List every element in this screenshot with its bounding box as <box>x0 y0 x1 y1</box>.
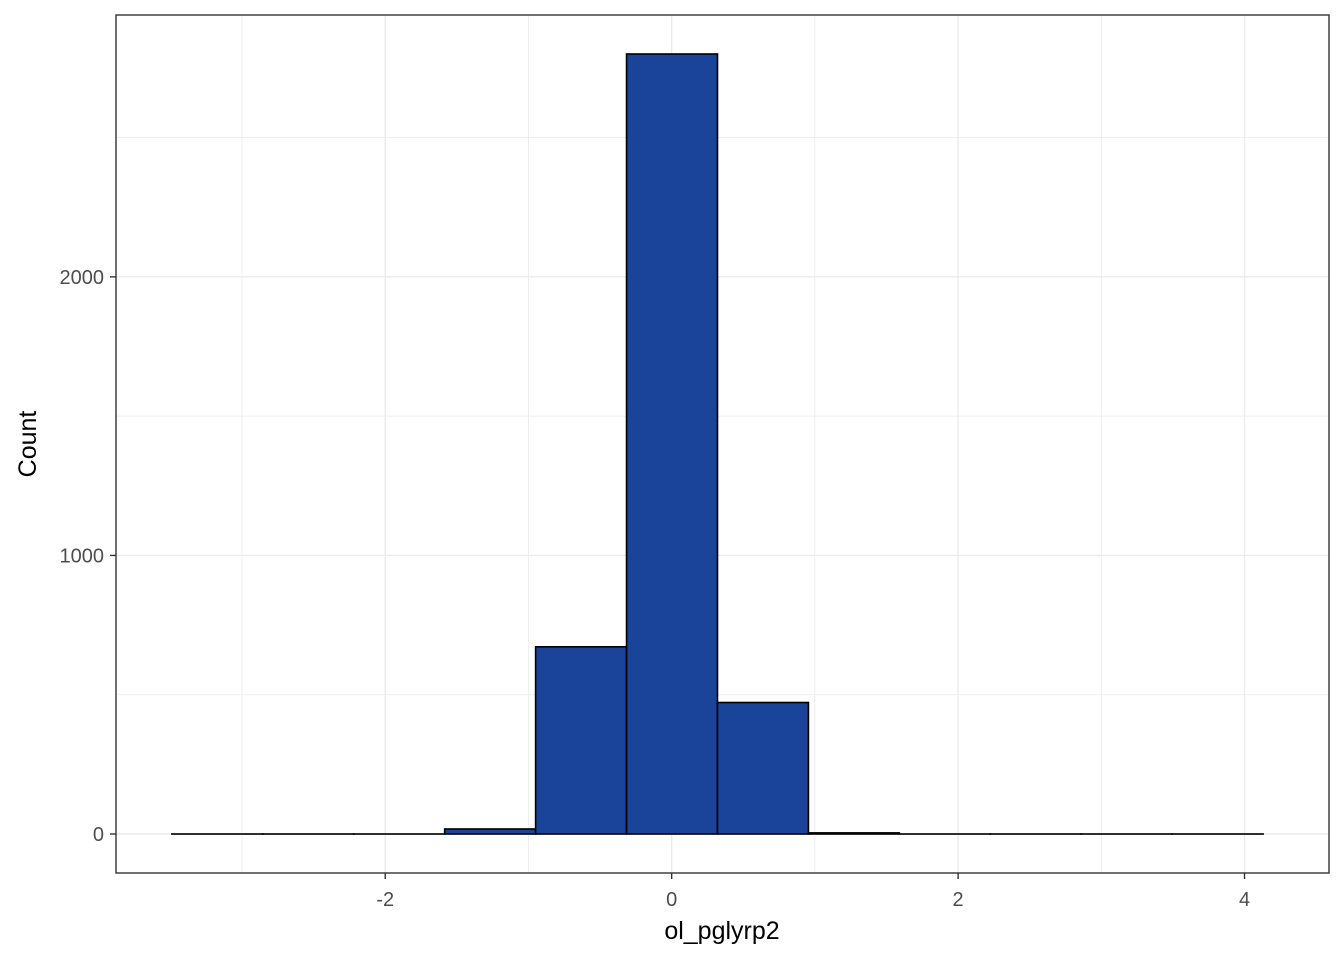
x-tick-label: 2 <box>953 889 964 911</box>
histogram-bar <box>625 53 719 835</box>
histogram-bar <box>534 645 628 835</box>
histogram-bar <box>807 832 901 835</box>
x-tick-label: -2 <box>376 889 394 911</box>
x-tick-label: 4 <box>1239 889 1250 911</box>
x-axis: -2 0 2 4 <box>376 873 1250 911</box>
x-axis-title: ol_pglyrp2 <box>664 917 779 945</box>
y-tick-label: 0 <box>93 824 104 846</box>
x-tick-label: 0 <box>666 889 677 911</box>
y-tick-label: 2000 <box>60 267 105 289</box>
histogram-bars <box>171 53 1264 835</box>
y-axis-title: Count <box>14 411 42 478</box>
plot-panel-border <box>115 14 1330 874</box>
minor-gridlines <box>116 15 1329 873</box>
y-axis: 0 1000 2000 <box>60 267 116 846</box>
y-tick-label: 1000 <box>60 545 105 567</box>
histogram-bar <box>443 828 537 835</box>
histogram-bar <box>716 701 810 835</box>
